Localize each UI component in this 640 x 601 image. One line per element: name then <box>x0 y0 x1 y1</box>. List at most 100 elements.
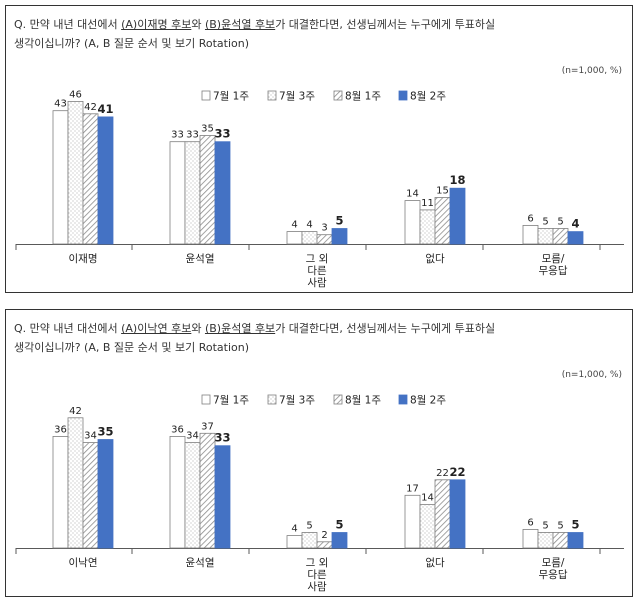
bar <box>316 541 333 549</box>
legend-label: 8월 2주 <box>410 91 446 103</box>
legend-item: 8월 2주 <box>398 394 446 407</box>
data-label: 4 <box>571 217 579 231</box>
bar <box>67 101 84 245</box>
bar <box>552 532 569 549</box>
legend-label: 7월 1주 <box>213 91 249 103</box>
data-label: 33 <box>214 431 230 445</box>
data-label: 34 <box>186 431 199 442</box>
legend-label: 7월 1주 <box>213 395 249 407</box>
bar <box>331 532 348 549</box>
category-label: 그 외 다른 사람 <box>306 557 329 593</box>
data-label: 5 <box>542 521 548 532</box>
category-label: 모름/무응답 <box>539 253 568 277</box>
bar <box>82 113 99 245</box>
bar <box>52 110 69 245</box>
sample-size-note-2: (n=1,000, %) <box>561 370 622 380</box>
candidate-a-label: (A)이재명 후보 <box>121 18 192 31</box>
legend-swatch <box>398 394 408 405</box>
legend-swatch <box>201 90 211 101</box>
data-label: 33 <box>171 130 184 141</box>
data-label: 37 <box>201 421 214 432</box>
bar <box>449 479 466 549</box>
legend: 7월 1주 7월 3주 8월 1주 8월 2주 <box>201 394 446 407</box>
legend-label: 8월 1주 <box>345 395 381 407</box>
bar <box>567 532 584 549</box>
data-label: 33 <box>186 130 199 141</box>
bar <box>301 231 318 245</box>
category-label: 없다 <box>425 556 445 569</box>
bar <box>169 141 186 245</box>
category-label: 윤석열 <box>186 557 215 569</box>
data-label: 42 <box>84 102 97 113</box>
legend-label: 7월 3주 <box>279 395 315 407</box>
bar <box>199 432 216 549</box>
data-label: 43 <box>54 99 67 110</box>
data-label: 46 <box>69 89 82 100</box>
legend-item: 8월 1주 <box>333 90 381 103</box>
data-label: 15 <box>436 186 449 197</box>
data-label: 17 <box>406 483 419 494</box>
data-label: 22 <box>449 465 465 479</box>
bar <box>316 234 333 245</box>
legend-item: 7월 3주 <box>267 90 315 103</box>
bar <box>199 135 216 245</box>
data-label: 33 <box>214 127 230 141</box>
category-label: 모름/무응답 <box>539 557 568 581</box>
data-label: 36 <box>171 424 184 435</box>
data-label: 6 <box>527 517 533 528</box>
data-label: 5 <box>542 217 548 228</box>
data-label: 35 <box>97 425 113 439</box>
data-label: 34 <box>84 431 97 442</box>
legend-item: 8월 1주 <box>333 395 381 407</box>
category-label: 없다 <box>425 252 445 265</box>
bar <box>404 200 421 245</box>
bar <box>552 228 569 245</box>
bar <box>184 141 201 245</box>
legend-label: 7월 3주 <box>279 91 315 103</box>
legend-item: 7월 1주 <box>201 394 249 407</box>
data-label: 4 <box>291 220 297 231</box>
data-label: 5 <box>335 214 343 228</box>
legend-item: 7월 1주 <box>201 90 249 103</box>
data-label: 2 <box>321 530 327 541</box>
bar <box>286 535 303 549</box>
bar <box>404 494 421 549</box>
legend-item: 7월 3주 <box>267 394 315 407</box>
legend-swatch <box>333 90 343 101</box>
data-label: 4 <box>306 220 312 231</box>
legend-swatch <box>201 394 211 405</box>
candidate-b-label: (B)윤석열 후보 <box>204 322 276 335</box>
data-label: 4 <box>291 524 297 535</box>
candidate-b-label: (B)윤석열 후보 <box>204 18 276 31</box>
data-label: 5 <box>557 217 563 228</box>
legend-swatch <box>267 90 277 101</box>
data-label: 35 <box>201 124 214 135</box>
legend-swatch <box>267 394 277 405</box>
bar <box>214 141 231 245</box>
data-label: 36 <box>54 424 67 435</box>
bar <box>434 479 451 549</box>
bar <box>537 228 554 245</box>
data-label: 5 <box>571 518 579 532</box>
legend-item: 8월 2주 <box>398 90 446 103</box>
data-label: 6 <box>527 213 533 224</box>
bar <box>301 532 318 549</box>
category-label: 그 외 다른 사람 <box>306 253 329 289</box>
chart-panel-1: 7월 1주 7월 3주 8월 1주 8월 2주 43 46 42 41 이재명 33 33 35 33 윤… <box>5 5 633 293</box>
data-label: 11 <box>421 198 434 209</box>
bar <box>419 209 436 245</box>
chart-panel-2: 7월 1주 7월 3주 8월 1주 8월 2주 36 42 34 35 이낙연 36 34 37 33 윤… <box>5 309 633 597</box>
sample-size-note-1: (n=1,000, %) <box>561 66 622 76</box>
category-label: 이재명 <box>69 253 98 265</box>
data-label: 5 <box>306 521 312 532</box>
data-label: 42 <box>69 406 82 417</box>
bar <box>522 528 539 549</box>
data-label: 22 <box>436 468 449 479</box>
candidate-a-label: (A)이낙연 후보 <box>121 322 192 335</box>
bar <box>67 417 84 549</box>
data-label: 5 <box>557 521 563 532</box>
legend-swatch <box>398 90 408 101</box>
bar <box>184 442 201 549</box>
